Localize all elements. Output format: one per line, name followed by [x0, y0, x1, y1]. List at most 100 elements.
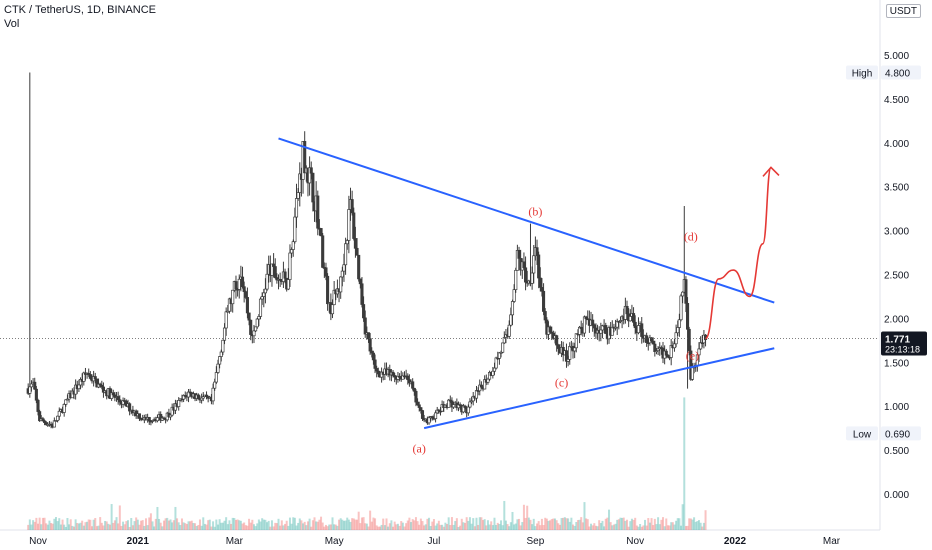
volume-bar — [581, 522, 584, 530]
volume-bar — [303, 521, 306, 530]
x-tick-label: Nov — [626, 536, 644, 547]
volume-bar — [496, 522, 499, 530]
volume-bar — [634, 517, 637, 530]
volume-bar — [351, 518, 354, 530]
volume-bar — [246, 525, 249, 530]
volume-bar — [54, 517, 57, 530]
volume-bar — [89, 519, 92, 530]
volume-bar — [120, 525, 123, 530]
volume-bar — [616, 519, 619, 530]
volume-bar — [666, 525, 669, 530]
volume-bar — [647, 518, 650, 530]
last-price-value: 1.771 — [885, 335, 910, 346]
volume-bar — [76, 523, 79, 530]
candle-body — [514, 269, 518, 291]
volume-bar — [514, 523, 517, 530]
volume-bar — [270, 520, 273, 530]
volume-bar — [51, 523, 54, 530]
volume-bar — [671, 522, 674, 530]
volume-bar — [288, 517, 291, 530]
candle-body — [414, 390, 418, 403]
candle-body — [237, 278, 241, 290]
volume-bar — [45, 523, 48, 530]
volume-bar — [673, 524, 676, 530]
last-price-badge — [881, 331, 927, 356]
candle-body — [252, 330, 256, 337]
candle-body — [591, 319, 595, 326]
candle-body — [290, 249, 294, 254]
volume-bar — [35, 517, 38, 530]
volume-bar — [526, 505, 529, 530]
volume-bar — [704, 510, 707, 530]
y-tick-label: 3.000 — [884, 227, 909, 238]
volume-bar — [156, 506, 159, 530]
candle-body — [353, 238, 357, 249]
volume-bar — [59, 524, 62, 530]
x-tick-label: Nov — [29, 536, 47, 547]
volume-bar — [331, 517, 334, 530]
volume-bar — [603, 526, 606, 530]
volume-bar — [588, 526, 591, 530]
volume-bar — [197, 524, 200, 530]
volume-bar — [560, 518, 563, 530]
volume-bar — [454, 521, 457, 530]
volume-bar — [369, 510, 372, 530]
volume-bar — [334, 524, 337, 530]
volume-bar — [27, 524, 30, 530]
low-label-box — [846, 426, 878, 441]
volume-bar — [151, 521, 154, 530]
candle-body — [362, 304, 366, 319]
volume-bar — [324, 524, 327, 530]
volume-bar — [115, 517, 118, 530]
volume-bar — [359, 523, 362, 530]
volume-bar — [442, 526, 445, 530]
volume-bar — [503, 500, 506, 530]
volume-bar — [678, 518, 681, 530]
volume-bar — [164, 518, 167, 530]
volume-bar — [598, 520, 601, 530]
volume-bar — [653, 518, 656, 530]
currency-selector[interactable]: USDT — [885, 4, 921, 18]
candle-body — [664, 350, 668, 356]
volume-bar — [416, 521, 419, 530]
volume-bar — [316, 521, 319, 530]
candle-body — [254, 326, 258, 332]
volume-bar — [542, 525, 545, 530]
volume-bar — [362, 517, 365, 530]
candle-body — [366, 332, 371, 340]
volume-bar — [352, 518, 355, 530]
volume-bar — [668, 525, 671, 530]
candle-body — [273, 266, 277, 278]
volume-bar — [529, 519, 532, 530]
candle-body — [62, 404, 66, 413]
volume-bar — [344, 520, 347, 530]
y-tick-label: 0.000 — [884, 490, 909, 501]
candle-body — [240, 276, 245, 288]
candle-body — [29, 383, 34, 388]
candle-body — [326, 275, 330, 305]
candle-body — [540, 287, 544, 292]
candle-body — [244, 291, 248, 298]
volume-bar — [450, 517, 453, 530]
volume-bar — [277, 518, 280, 530]
volume-bar — [457, 526, 460, 530]
wave-label: (a) — [413, 441, 426, 455]
candle-body — [466, 406, 470, 414]
volume-bar — [508, 526, 511, 530]
volume-bar — [418, 524, 421, 530]
volume-bar — [336, 525, 339, 530]
upper-trendline — [278, 137, 775, 304]
volume-bar — [699, 522, 702, 530]
low-value: 0.690 — [885, 429, 910, 440]
volume-bar — [483, 519, 486, 530]
wave-label: (e) — [686, 348, 699, 362]
volume-bar — [583, 502, 586, 530]
volume-bar — [367, 526, 370, 530]
volume-bar — [158, 518, 161, 530]
volume-bar — [501, 525, 504, 530]
candle-body — [412, 387, 416, 392]
volume-bar — [423, 525, 426, 530]
volume-bar — [207, 520, 210, 530]
volume-bar — [171, 522, 174, 530]
